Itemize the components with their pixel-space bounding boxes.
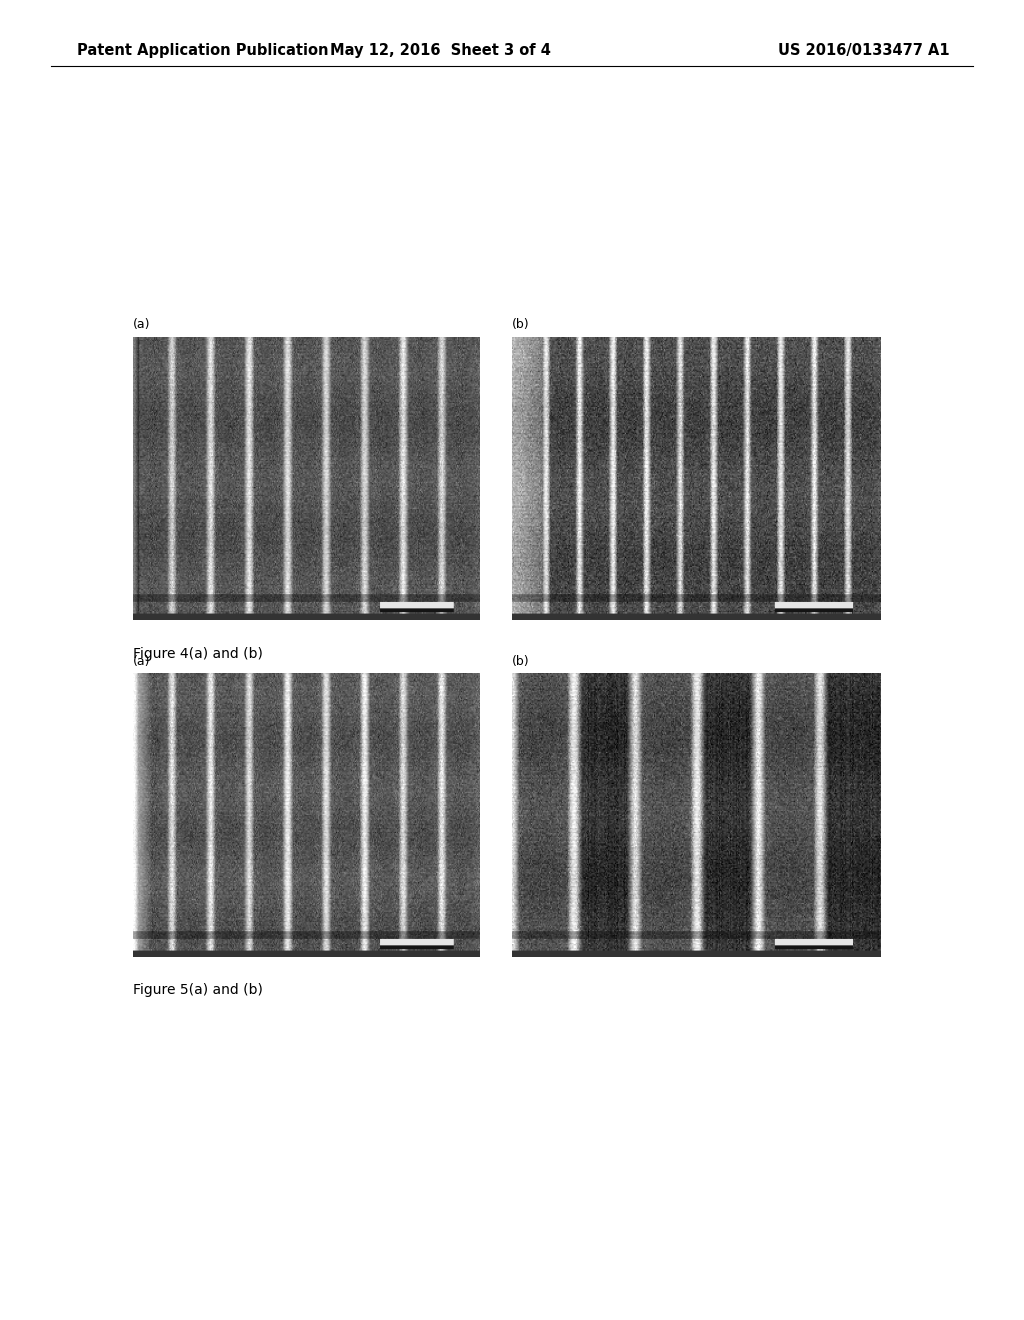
Text: May 12, 2016  Sheet 3 of 4: May 12, 2016 Sheet 3 of 4 xyxy=(330,42,551,58)
Text: (a): (a) xyxy=(133,318,151,331)
Text: Figure 4(a) and (b): Figure 4(a) and (b) xyxy=(133,647,263,661)
Text: (b): (b) xyxy=(512,655,529,668)
Text: (b): (b) xyxy=(512,318,529,331)
Text: Patent Application Publication: Patent Application Publication xyxy=(77,42,329,58)
Text: (a): (a) xyxy=(133,655,151,668)
Text: Figure 5(a) and (b): Figure 5(a) and (b) xyxy=(133,983,263,998)
Text: US 2016/0133477 A1: US 2016/0133477 A1 xyxy=(778,42,950,58)
